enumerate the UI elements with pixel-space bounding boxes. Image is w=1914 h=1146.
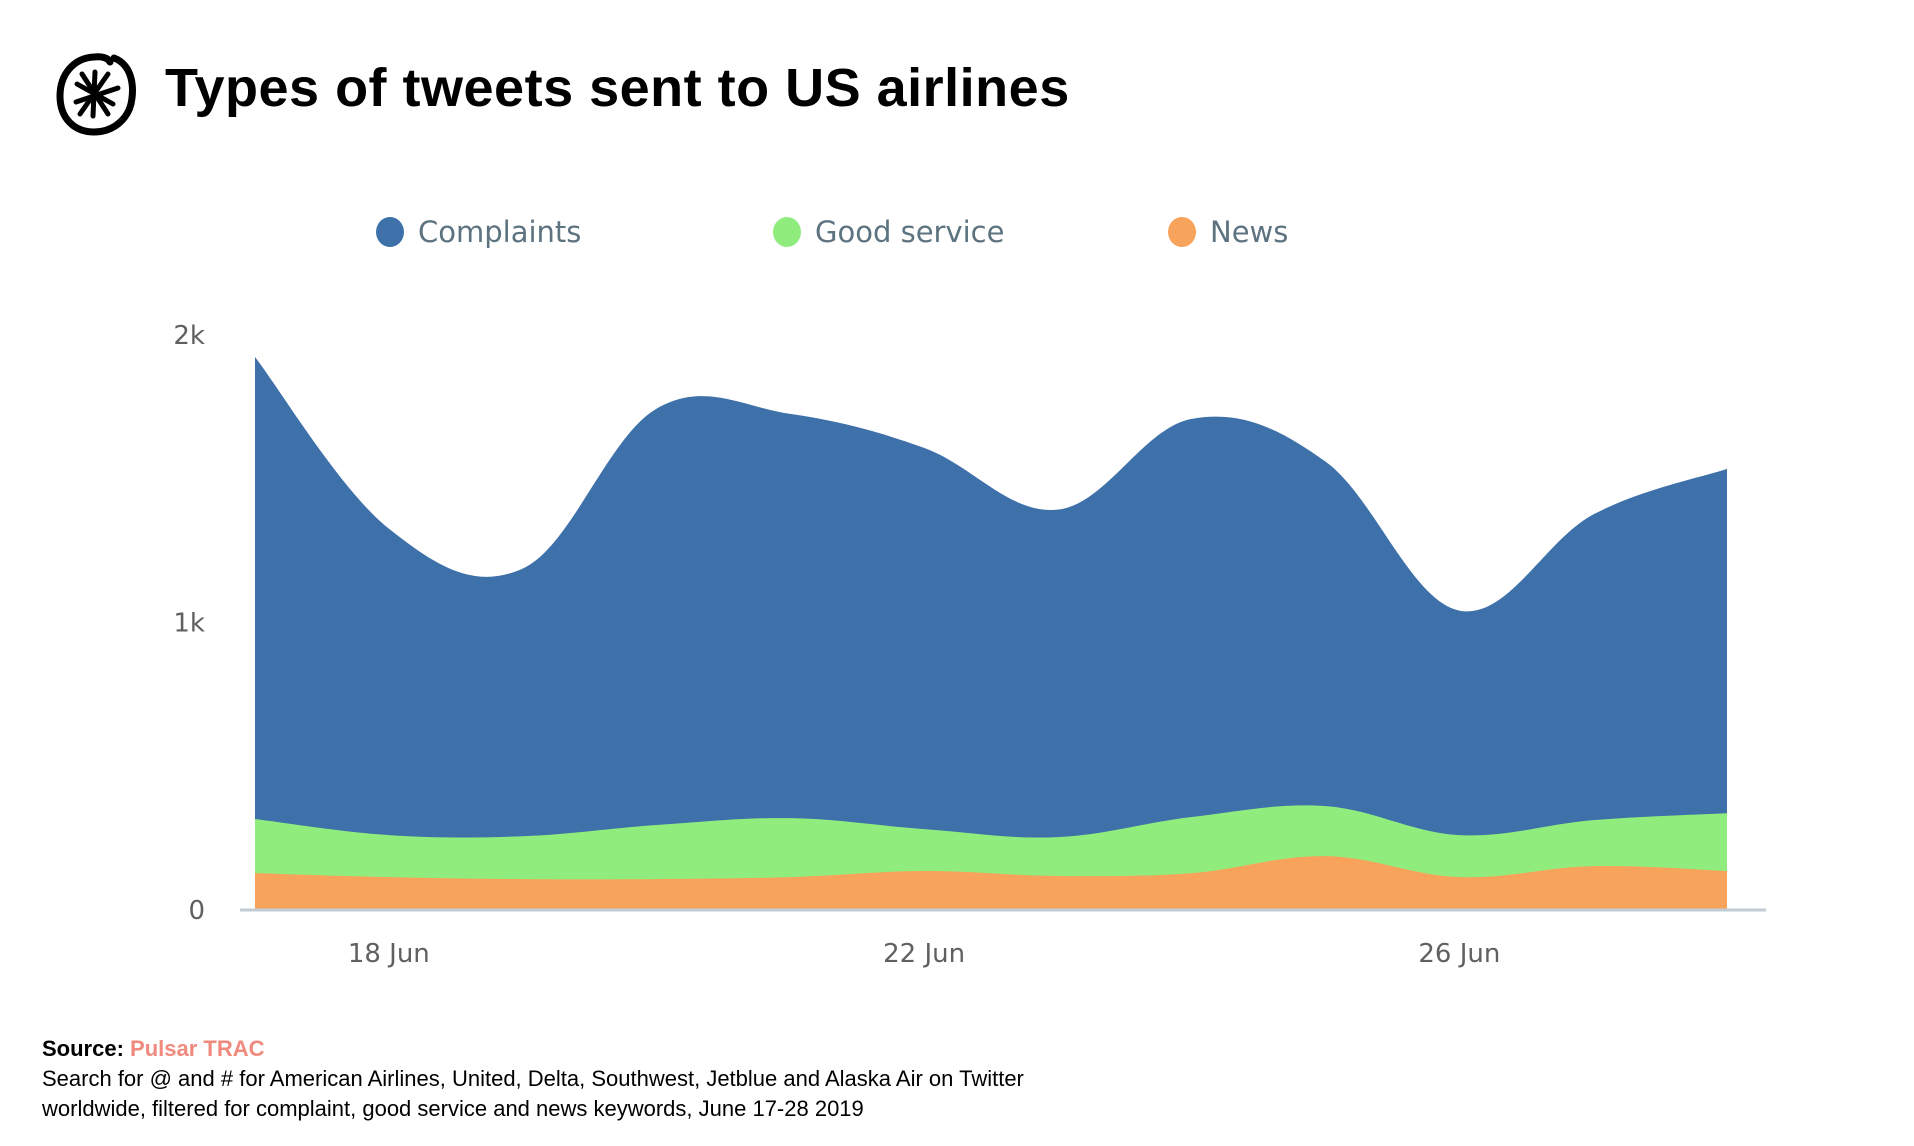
chart-legend: Complaints Good service News bbox=[0, 212, 1914, 252]
area-news bbox=[255, 856, 1727, 909]
page-title: Types of tweets sent to US airlines bbox=[165, 58, 1070, 118]
asterisk-circle-icon bbox=[56, 53, 136, 136]
x-tick-label: 22 Jun bbox=[883, 939, 965, 969]
source-label: Source: bbox=[42, 1036, 124, 1061]
x-axis-labels: 18 Jun 22 Jun 26 Jun bbox=[348, 939, 1501, 969]
area-complaints bbox=[255, 357, 1727, 909]
chart-footer: Source: Pulsar TRAC Search for @ and # f… bbox=[42, 1034, 1024, 1124]
y-tick-label: 2k bbox=[173, 321, 205, 351]
y-tick-label: 0 bbox=[188, 896, 205, 926]
legend-label-good-service: Good service bbox=[815, 215, 1005, 249]
legend-item-complaints[interactable]: Complaints bbox=[376, 212, 581, 252]
x-tick-label: 26 Jun bbox=[1418, 939, 1500, 969]
y-axis-labels: 0 1k 2k bbox=[173, 321, 205, 926]
legend-item-good-service[interactable]: Good service bbox=[773, 212, 1004, 252]
footer-note-line-2: worldwide, filtered for complaint, good … bbox=[42, 1096, 864, 1121]
legend-marker-good-service bbox=[773, 217, 801, 247]
legend-marker-news bbox=[1168, 217, 1196, 247]
source-line: Source: Pulsar TRAC bbox=[42, 1034, 1024, 1064]
footer-note-line-1: Search for @ and # for American Airlines… bbox=[42, 1066, 1024, 1091]
y-tick-label: 1k bbox=[173, 609, 205, 639]
x-tick-label: 18 Jun bbox=[348, 939, 430, 969]
legend-label-news: News bbox=[1210, 215, 1289, 249]
legend-item-news[interactable]: News bbox=[1168, 212, 1288, 252]
area-series-group bbox=[255, 357, 1727, 909]
source-link[interactable]: Pulsar TRAC bbox=[130, 1036, 265, 1061]
legend-marker-complaints bbox=[376, 217, 404, 247]
legend-label-complaints: Complaints bbox=[418, 215, 582, 249]
